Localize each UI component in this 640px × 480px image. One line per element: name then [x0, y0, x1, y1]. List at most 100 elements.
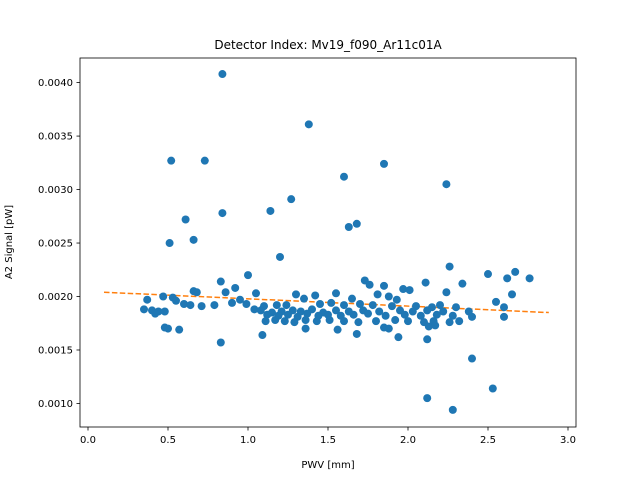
data-point [354, 318, 363, 327]
data-point [218, 70, 227, 79]
x-tick-label: 0.5 [160, 435, 176, 446]
data-point [263, 310, 272, 319]
data-point [423, 335, 432, 344]
data-point [431, 321, 440, 330]
data-point [301, 324, 310, 333]
data-point [256, 306, 265, 315]
data-point [394, 333, 403, 342]
y-tick-label: 0.0020 [38, 292, 73, 303]
x-tick-label: 3.0 [560, 435, 576, 446]
data-point [280, 317, 289, 326]
data-point [448, 405, 457, 414]
data-point [189, 235, 198, 244]
data-point [216, 277, 225, 286]
data-point [231, 283, 240, 292]
data-point [197, 302, 206, 311]
data-point [311, 291, 320, 300]
data-point [242, 300, 251, 308]
data-point [180, 300, 188, 308]
data-point [236, 295, 244, 304]
y-axis-label: A2 Signal [pW] [4, 205, 15, 279]
data-point [200, 156, 209, 165]
data-point [484, 270, 492, 279]
data-point [503, 274, 512, 283]
data-point [458, 279, 467, 288]
data-point [380, 159, 388, 168]
data-point [160, 307, 169, 316]
y-tick-label: 0.0040 [38, 78, 73, 89]
data-point [488, 384, 497, 393]
data-point [333, 325, 342, 334]
data-point [327, 298, 336, 307]
y-tick-label: 0.0015 [38, 345, 73, 356]
data-point [228, 298, 236, 307]
y-tick-label: 0.0010 [38, 399, 73, 410]
data-point [165, 239, 174, 248]
x-tick-label: 1.0 [240, 435, 256, 446]
data-point [344, 222, 353, 231]
data-point [388, 302, 396, 311]
data-point [448, 311, 457, 320]
data-point [244, 271, 252, 280]
data-point [468, 312, 476, 321]
data-point [405, 286, 414, 295]
data-point [340, 301, 348, 310]
data-point [391, 316, 400, 325]
data-point [332, 289, 340, 298]
y-tick-label: 0.0025 [38, 239, 73, 250]
data-point [167, 156, 176, 165]
data-point [164, 324, 172, 333]
data-point [400, 310, 409, 319]
data-point [303, 309, 312, 318]
data-point [282, 301, 291, 310]
data-point [172, 296, 180, 305]
data-points-layer [140, 70, 534, 414]
data-point [340, 317, 348, 326]
data-point [352, 329, 361, 338]
data-point [525, 274, 534, 283]
y-axis: 0.0010 0.0015 0.0020 0.0025 0.0030 0.0035 0.00… [38, 78, 80, 410]
data-point [452, 303, 460, 312]
data-point [348, 294, 356, 303]
data-point [500, 312, 508, 321]
y-tick-label: 0.0035 [38, 132, 73, 143]
x-axis-label: PWV [mm] [301, 460, 354, 471]
x-tick-label: 2.5 [480, 435, 496, 446]
data-point [252, 289, 260, 298]
data-point [445, 262, 454, 271]
data-point [442, 288, 451, 297]
data-point [436, 301, 444, 310]
data-point [399, 285, 408, 294]
data-point [455, 317, 464, 326]
data-point [404, 317, 412, 326]
x-tick-label: 2.0 [400, 435, 416, 446]
data-point [316, 300, 324, 308]
data-point [372, 317, 380, 326]
x-tick-label: 0.0 [80, 435, 96, 446]
data-point [373, 290, 382, 299]
data-point [301, 316, 310, 325]
y-tick-label: 0.0030 [38, 185, 73, 196]
plot-background [80, 58, 576, 427]
data-point [312, 317, 321, 326]
data-point [368, 301, 377, 310]
data-point [151, 309, 160, 318]
data-point [218, 209, 227, 218]
data-point [186, 301, 195, 310]
data-point [175, 325, 184, 334]
data-point [364, 309, 372, 318]
data-point [340, 172, 348, 181]
data-point [192, 288, 201, 297]
data-point [143, 295, 152, 304]
fit-line [103, 291, 549, 314]
data-point [140, 305, 148, 314]
data-point [325, 316, 334, 325]
data-point [216, 338, 225, 347]
data-point [266, 206, 275, 215]
data-point [384, 292, 393, 301]
data-point [392, 295, 401, 304]
fit-line-layer [103, 291, 549, 314]
data-point [210, 301, 219, 310]
data-point [258, 331, 267, 340]
